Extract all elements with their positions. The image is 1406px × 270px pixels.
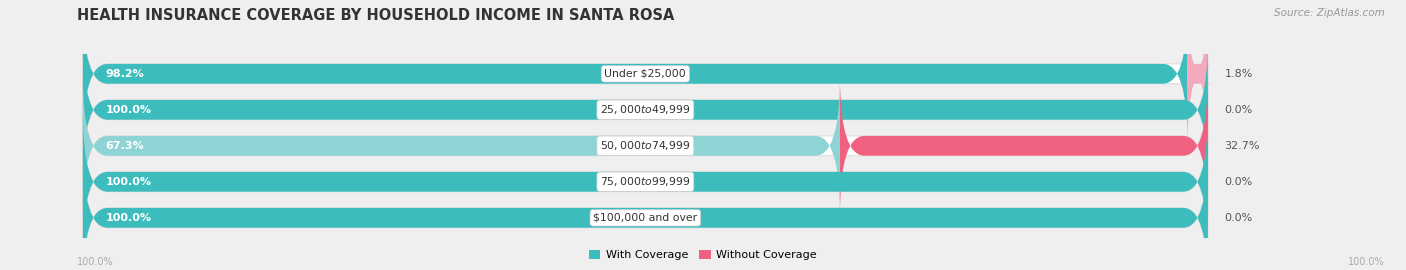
FancyBboxPatch shape <box>839 76 1208 215</box>
Text: 100.0%: 100.0% <box>105 213 152 223</box>
FancyBboxPatch shape <box>83 148 1208 270</box>
FancyBboxPatch shape <box>83 148 1208 270</box>
FancyBboxPatch shape <box>83 113 1208 251</box>
Text: $75,000 to $99,999: $75,000 to $99,999 <box>600 175 690 188</box>
FancyBboxPatch shape <box>83 113 1208 251</box>
Text: HEALTH INSURANCE COVERAGE BY HOUSEHOLD INCOME IN SANTA ROSA: HEALTH INSURANCE COVERAGE BY HOUSEHOLD I… <box>77 8 675 23</box>
Text: 0.0%: 0.0% <box>1225 105 1253 115</box>
Text: $50,000 to $74,999: $50,000 to $74,999 <box>600 139 690 152</box>
Text: 98.2%: 98.2% <box>105 69 145 79</box>
Text: 1.8%: 1.8% <box>1225 69 1253 79</box>
Text: $100,000 and over: $100,000 and over <box>593 213 697 223</box>
Text: 67.3%: 67.3% <box>105 141 143 151</box>
Text: 100.0%: 100.0% <box>105 177 152 187</box>
FancyBboxPatch shape <box>83 5 1208 143</box>
Text: 100.0%: 100.0% <box>105 105 152 115</box>
Text: 0.0%: 0.0% <box>1225 213 1253 223</box>
FancyBboxPatch shape <box>83 76 1208 215</box>
Text: $25,000 to $49,999: $25,000 to $49,999 <box>600 103 690 116</box>
FancyBboxPatch shape <box>83 40 1208 179</box>
FancyBboxPatch shape <box>83 76 839 215</box>
Text: 0.0%: 0.0% <box>1225 177 1253 187</box>
Legend: With Coverage, Without Coverage: With Coverage, Without Coverage <box>585 245 821 264</box>
FancyBboxPatch shape <box>1182 5 1212 143</box>
Text: 100.0%: 100.0% <box>77 257 114 267</box>
FancyBboxPatch shape <box>83 5 1188 143</box>
Text: Under $25,000: Under $25,000 <box>605 69 686 79</box>
Text: Source: ZipAtlas.com: Source: ZipAtlas.com <box>1274 8 1385 18</box>
Text: 100.0%: 100.0% <box>1348 257 1385 267</box>
Text: 32.7%: 32.7% <box>1225 141 1260 151</box>
FancyBboxPatch shape <box>83 40 1208 179</box>
